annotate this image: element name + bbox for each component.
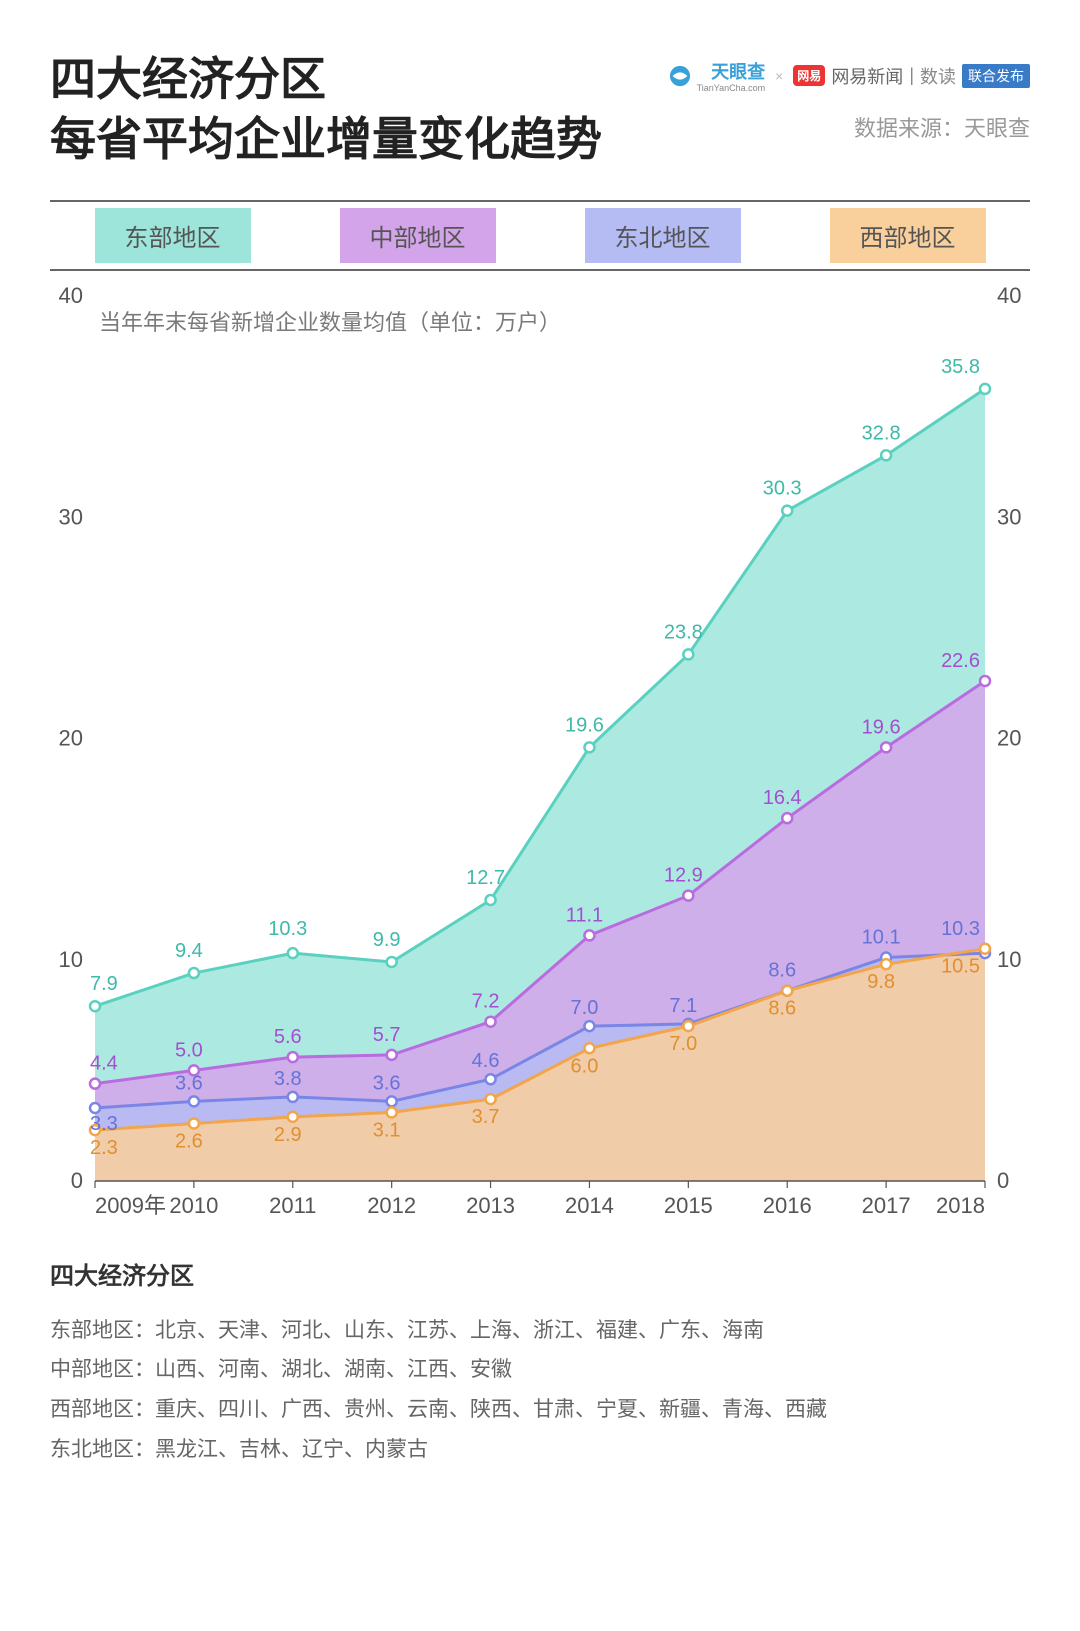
svg-text:2.6: 2.6 xyxy=(175,1130,203,1152)
brand-tianyancha-label: 天眼查 xyxy=(711,62,765,82)
svg-text:10.3: 10.3 xyxy=(268,918,307,940)
legend-item: 西部地区 xyxy=(830,208,986,263)
svg-text:7.0: 7.0 xyxy=(571,997,599,1019)
title-line2: 每省平均企业增量变化趋势 xyxy=(50,110,602,170)
source-value: 天眼查 xyxy=(964,116,1030,141)
svg-text:19.6: 19.6 xyxy=(565,714,604,736)
title-line1: 四大经济分区 xyxy=(50,50,602,110)
brand-tianyancha-sub: TianYanCha.com xyxy=(697,84,766,93)
svg-text:10.5: 10.5 xyxy=(941,955,980,977)
svg-text:10: 10 xyxy=(997,946,1021,971)
footer-title: 四大经济分区 xyxy=(50,1256,1030,1291)
svg-text:12.9: 12.9 xyxy=(664,864,703,886)
svg-text:2014: 2014 xyxy=(565,1193,614,1218)
svg-text:10.1: 10.1 xyxy=(862,926,901,948)
svg-text:2009年: 2009年 xyxy=(95,1193,166,1218)
footer: 四大经济分区 东部地区：北京、天津、河北、山东、江苏、上海、浙江、福建、广东、海… xyxy=(50,1256,1030,1471)
svg-text:2010: 2010 xyxy=(169,1193,218,1218)
svg-text:20: 20 xyxy=(59,725,83,750)
svg-text:9.4: 9.4 xyxy=(175,940,203,962)
legend-item: 东部地区 xyxy=(95,208,251,263)
svg-text:2015: 2015 xyxy=(664,1193,713,1218)
svg-text:30: 30 xyxy=(59,504,83,529)
svg-text:20: 20 xyxy=(997,725,1021,750)
svg-text:2.9: 2.9 xyxy=(274,1123,302,1145)
footer-line: 东部地区：北京、天津、河北、山东、江苏、上海、浙江、福建、广东、海南 xyxy=(50,1311,1030,1351)
svg-text:35.8: 35.8 xyxy=(941,356,980,378)
svg-text:23.8: 23.8 xyxy=(664,621,703,643)
svg-text:30: 30 xyxy=(997,504,1021,529)
svg-text:5.6: 5.6 xyxy=(274,1026,302,1048)
footer-line: 西部地区：重庆、四川、广西、贵州、云南、陕西、甘肃、宁夏、新疆、青海、西藏 xyxy=(50,1390,1030,1430)
svg-text:2013: 2013 xyxy=(466,1193,515,1218)
svg-text:40: 40 xyxy=(997,286,1021,308)
svg-text:3.7: 3.7 xyxy=(472,1106,500,1128)
svg-text:7.0: 7.0 xyxy=(669,1033,697,1055)
tianyancha-icon xyxy=(669,65,691,87)
svg-text:3.6: 3.6 xyxy=(373,1072,401,1094)
legend-item: 中部地区 xyxy=(340,208,496,263)
brand-divider: | xyxy=(909,65,914,86)
svg-text:16.4: 16.4 xyxy=(763,787,802,809)
svg-text:10.3: 10.3 xyxy=(941,918,980,940)
svg-text:11.1: 11.1 xyxy=(566,904,603,926)
brand-cross: × xyxy=(771,68,787,84)
svg-text:2018: 2018 xyxy=(936,1193,985,1218)
svg-text:0: 0 xyxy=(997,1168,1009,1193)
svg-text:10: 10 xyxy=(59,946,83,971)
footer-lines: 东部地区：北京、天津、河北、山东、江苏、上海、浙江、福建、广东、海南中部地区：山… xyxy=(50,1311,1030,1471)
meta-block: 天眼查 TianYanCha.com × 网易 网易新闻 | 数读 联合发布 数… xyxy=(669,50,1030,143)
svg-text:32.8: 32.8 xyxy=(862,422,901,444)
svg-text:2016: 2016 xyxy=(763,1193,812,1218)
svg-text:19.6: 19.6 xyxy=(862,716,901,738)
svg-text:6.0: 6.0 xyxy=(571,1055,599,1077)
svg-text:2012: 2012 xyxy=(367,1193,416,1218)
svg-text:7.9: 7.9 xyxy=(90,973,118,995)
svg-text:8.6: 8.6 xyxy=(768,997,796,1019)
svg-text:22.6: 22.6 xyxy=(941,650,980,672)
svg-text:12.7: 12.7 xyxy=(466,867,505,889)
source-line: 数据来源：天眼查 xyxy=(669,111,1030,143)
title-block: 四大经济分区 每省平均企业增量变化趋势 xyxy=(50,50,602,170)
footer-line: 东北地区：黑龙江、吉林、辽宁、内蒙古 xyxy=(50,1430,1030,1470)
svg-text:9.9: 9.9 xyxy=(373,929,401,951)
svg-text:当年年末每省新增企业数量均值（单位：万户）: 当年年末每省新增企业数量均值（单位：万户） xyxy=(99,310,561,335)
brand-row: 天眼查 TianYanCha.com × 网易 网易新闻 | 数读 联合发布 xyxy=(669,58,1030,93)
svg-text:5.0: 5.0 xyxy=(175,1039,203,1061)
brand-shudu-label: 数读 xyxy=(920,63,956,89)
svg-text:3.6: 3.6 xyxy=(175,1072,203,1094)
svg-text:2.3: 2.3 xyxy=(90,1137,118,1159)
brand-tianyancha: 天眼查 TianYanCha.com xyxy=(669,58,766,93)
svg-text:30.3: 30.3 xyxy=(763,477,802,499)
svg-text:2011: 2011 xyxy=(269,1193,316,1218)
svg-text:7.2: 7.2 xyxy=(472,990,500,1012)
svg-text:3.8: 3.8 xyxy=(274,1068,302,1090)
footer-line: 中部地区：山西、河南、湖北、湖南、江西、安徽 xyxy=(50,1350,1030,1390)
svg-text:8.6: 8.6 xyxy=(768,959,796,981)
svg-text:0: 0 xyxy=(71,1168,83,1193)
svg-text:4.4: 4.4 xyxy=(90,1052,118,1074)
svg-text:3.1: 3.1 xyxy=(373,1119,401,1141)
svg-text:5.7: 5.7 xyxy=(373,1023,401,1045)
svg-text:40: 40 xyxy=(59,286,83,308)
legend-row: 东部地区 中部地区 东北地区 西部地区 xyxy=(50,200,1030,271)
header: 四大经济分区 每省平均企业增量变化趋势 天眼查 TianYanCha.com ×… xyxy=(50,50,1030,170)
brand-netease-badge: 网易 xyxy=(793,65,825,86)
chart: 0 0 10 10 20 20 30 30 40 40 当年年末每省新增企业数量均值（单位：万户） 7… xyxy=(50,286,1030,1226)
brand-publish-badge: 联合发布 xyxy=(962,64,1030,88)
svg-text:3.3: 3.3 xyxy=(90,1113,118,1135)
chart-svg: 0 0 10 10 20 20 30 30 40 40 当年年末每省新增企业数量均值（单位：万户） 7… xyxy=(50,286,1030,1226)
svg-text:4.6: 4.6 xyxy=(472,1050,500,1072)
svg-text:7.1: 7.1 xyxy=(669,995,697,1017)
svg-text:2017: 2017 xyxy=(862,1193,911,1218)
brand-netease-label: 网易新闻 xyxy=(831,63,903,89)
legend-item: 东北地区 xyxy=(585,208,741,263)
svg-text:9.8: 9.8 xyxy=(867,971,895,993)
source-label: 数据来源： xyxy=(854,116,964,141)
